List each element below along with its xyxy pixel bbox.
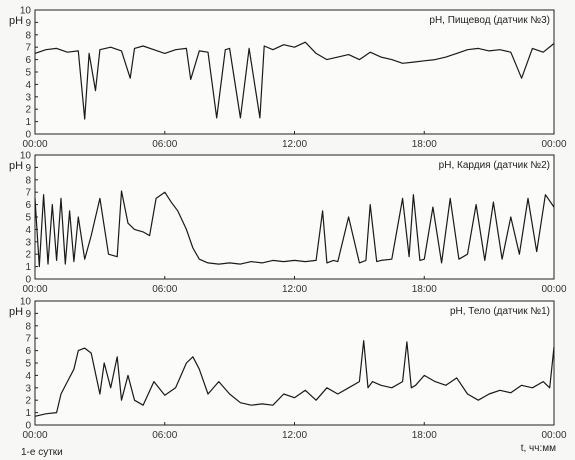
panel-title: pH, Пищевод (датчик №3) <box>429 15 550 26</box>
y-tick-label: 0 <box>25 130 31 141</box>
y-axis-label: pH <box>9 306 23 318</box>
x-tick-label: 06:00 <box>152 139 177 150</box>
y-tick-label: 10 <box>20 297 32 308</box>
y-tick-label: 9 <box>25 163 31 174</box>
time-axis-label: t, чч:мм <box>521 443 556 454</box>
x-tick-label: 18:00 <box>412 430 437 441</box>
y-tick-label: 4 <box>25 80 31 91</box>
y-tick-label: 4 <box>25 371 31 382</box>
x-tick-label: 06:00 <box>152 284 177 295</box>
y-tick-label: 6 <box>25 55 31 66</box>
ph-series-line <box>34 190 555 268</box>
plot-frame <box>34 300 555 426</box>
panel-title: pH, Кардия (датчик №2) <box>439 160 550 171</box>
y-tick-label: 10 <box>20 6 32 17</box>
y-tick-label: 1 <box>25 408 31 419</box>
y-tick-label: 5 <box>25 213 31 224</box>
panel-title: pH, Тело (датчик №1) <box>450 306 550 317</box>
x-tick-label: 00:00 <box>541 430 566 441</box>
y-axis-label: pH <box>9 15 23 27</box>
y-tick-label: 5 <box>25 359 31 370</box>
x-tick-label: 12:00 <box>282 139 307 150</box>
y-tick-label: 0 <box>25 275 31 286</box>
y-tick-label: 3 <box>25 92 31 103</box>
y-tick-label: 8 <box>25 30 31 41</box>
x-tick-label: 00:00 <box>22 430 47 441</box>
y-tick-label: 4 <box>25 225 31 236</box>
x-tick-label: 00:00 <box>22 284 47 295</box>
y-tick-label: 9 <box>25 18 31 29</box>
y-tick-label: 7 <box>25 188 31 199</box>
x-tick-label: 00:00 <box>22 139 47 150</box>
x-tick-label: 12:00 <box>282 430 307 441</box>
x-tick-label: 00:00 <box>541 139 566 150</box>
y-tick-label: 8 <box>25 321 31 332</box>
day-label: 1-е сутки <box>21 447 63 458</box>
y-tick-label: 6 <box>25 346 31 357</box>
y-tick-label: 1 <box>25 262 31 273</box>
x-tick-label: 06:00 <box>152 430 177 441</box>
y-tick-label: 2 <box>25 250 31 261</box>
x-tick-label: 18:00 <box>412 139 437 150</box>
y-tick-label: 8 <box>25 175 31 186</box>
y-tick-label: 5 <box>25 68 31 79</box>
ph-series-line <box>34 41 555 120</box>
y-tick-label: 2 <box>25 105 31 116</box>
y-tick-label: 10 <box>20 151 32 162</box>
y-tick-label: 3 <box>25 383 31 394</box>
ph-series-line <box>34 340 555 417</box>
y-tick-label: 3 <box>25 237 31 248</box>
y-tick-label: 1 <box>25 117 31 128</box>
y-tick-label: 6 <box>25 200 31 211</box>
y-tick-label: 9 <box>25 309 31 320</box>
y-tick-label: 0 <box>25 421 31 432</box>
y-tick-label: 2 <box>25 396 31 407</box>
plot-frame <box>34 9 555 135</box>
y-axis-label: pH <box>9 160 23 172</box>
y-tick-label: 7 <box>25 43 31 54</box>
x-tick-label: 00:00 <box>541 284 566 295</box>
y-tick-label: 7 <box>25 334 31 345</box>
x-tick-label: 18:00 <box>412 284 437 295</box>
x-tick-label: 12:00 <box>282 284 307 295</box>
